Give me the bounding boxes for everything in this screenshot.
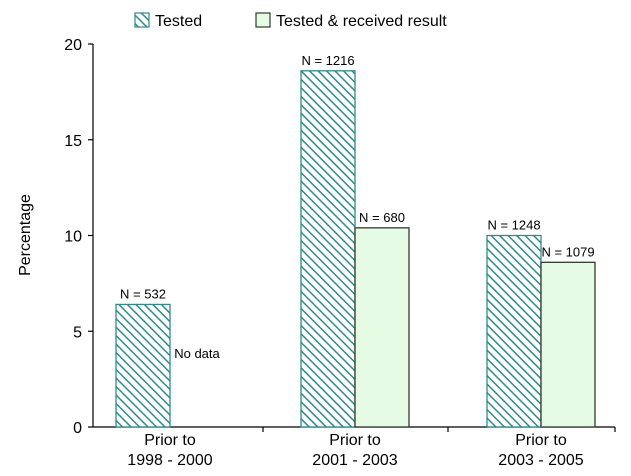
no-data-annotation: No data	[174, 346, 220, 361]
legend-swatch-tested	[134, 12, 150, 28]
bars	[115, 70, 596, 428]
y-tick-label: 5	[73, 324, 82, 341]
legend-label: Tested & received result	[276, 13, 447, 30]
bar-data-label: N = 1079	[541, 244, 594, 259]
x-tick-label: Prior to 1998 - 2000	[127, 432, 213, 469]
bar-tested-1	[300, 70, 356, 428]
y-tick-label: 15	[64, 133, 82, 150]
chart-legend: Tested Tested & received result	[134, 12, 447, 30]
bar-tested-0	[115, 303, 171, 428]
y-axis-label: Percentage	[17, 194, 34, 276]
y-tick-label: 20	[64, 37, 82, 54]
bar-labels: N = 532 N = 1216 N = 1248 N = 680 N = 1079	[120, 53, 595, 302]
x-tick-label-line: 2003 - 2005	[498, 452, 584, 469]
legend-swatch-tested-received	[255, 12, 271, 28]
x-tick-label: Prior to 2003 - 2005	[498, 432, 584, 469]
bar-data-label: N = 1248	[487, 218, 540, 233]
x-tick-label: Prior to 2001 - 2003	[312, 432, 398, 469]
bar-tested-received-1	[354, 227, 410, 428]
bar-tested-2	[486, 234, 542, 428]
annotations: No data	[174, 346, 220, 361]
x-tick-label-line: Prior to	[144, 432, 196, 449]
x-tick-label-line: 1998 - 2000	[127, 452, 213, 469]
y-axis: 0 5 10 15 20	[64, 37, 94, 437]
x-tick-label-line: 2001 - 2003	[312, 452, 398, 469]
y-tick-label: 10	[64, 229, 82, 246]
bar-data-label: N = 1216	[301, 53, 354, 68]
bar-tested-received-2	[540, 261, 596, 428]
bar-data-label: N = 532	[120, 286, 166, 301]
legend-label: Tested	[155, 13, 202, 30]
x-tick-label-line: Prior to	[515, 432, 567, 449]
y-tick-label: 0	[73, 420, 82, 437]
x-tick-label-line: Prior to	[329, 432, 381, 449]
bar-data-label: N = 680	[359, 210, 405, 225]
